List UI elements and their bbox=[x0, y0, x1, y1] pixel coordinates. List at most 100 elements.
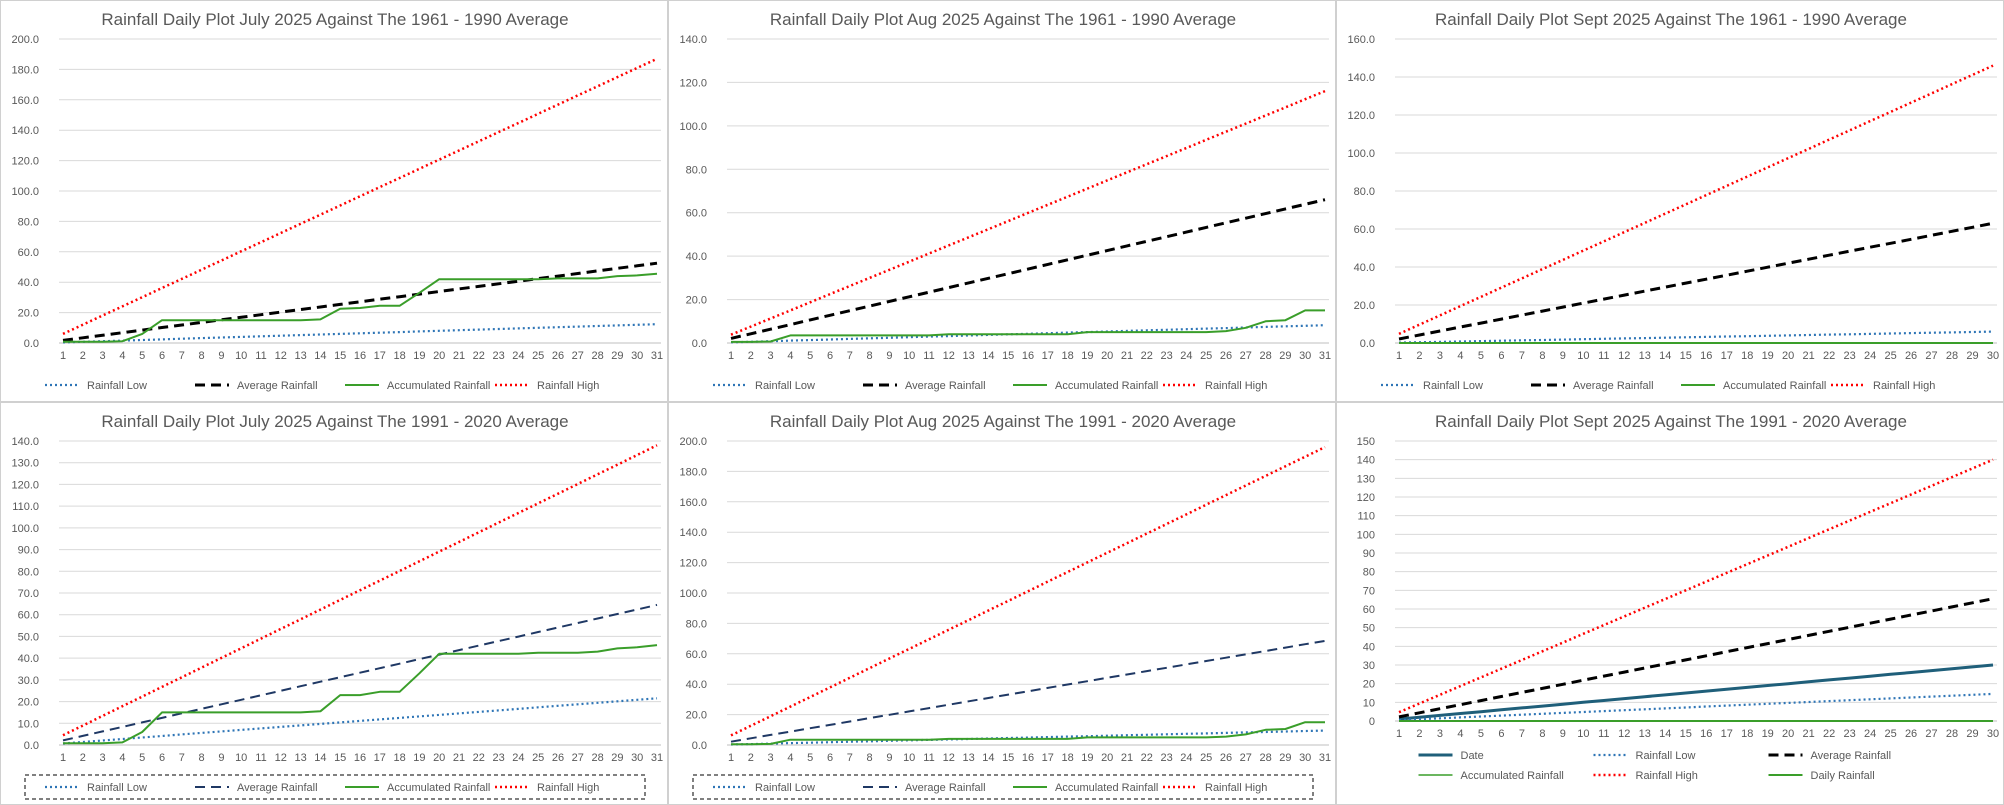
x-tick-label: 5 bbox=[139, 350, 145, 362]
x-tick-label: 25 bbox=[1884, 728, 1896, 740]
x-tick-label: 3 bbox=[100, 350, 106, 362]
y-tick-label: 20.0 bbox=[18, 308, 39, 320]
x-tick-label: 22 bbox=[1823, 350, 1835, 362]
x-tick-label: 15 bbox=[1002, 350, 1014, 362]
x-tick-label: 19 bbox=[413, 752, 425, 764]
y-tick-label: 40.0 bbox=[18, 653, 39, 665]
x-tick-label: 9 bbox=[1560, 728, 1566, 740]
x-tick-label: 17 bbox=[1042, 752, 1054, 764]
x-tick-label: 24 bbox=[512, 350, 524, 362]
x-tick-label: 20 bbox=[1101, 752, 1113, 764]
x-tick-label: 13 bbox=[1639, 728, 1651, 740]
legend-label-accumulated-rainfall: Accumulated Rainfall bbox=[387, 380, 490, 392]
x-tick-label: 11 bbox=[923, 350, 934, 362]
x-tick-label: 30 bbox=[631, 350, 643, 362]
x-tick-label: 25 bbox=[532, 350, 544, 362]
x-tick-label: 31 bbox=[651, 350, 663, 362]
y-tick-label: 160.0 bbox=[679, 497, 707, 509]
chart-panel-sept-1961-1990: Rainfall Daily Plot Sept 2025 Against Th… bbox=[1336, 0, 2004, 402]
x-tick-label: 11 bbox=[255, 752, 266, 764]
legend-label-average-rainfall: Average Rainfall bbox=[237, 782, 318, 794]
x-tick-label: 15 bbox=[334, 350, 346, 362]
y-tick-label: 110 bbox=[1357, 511, 1375, 523]
x-tick-label: 19 bbox=[1081, 752, 1093, 764]
y-tick-label: 20.0 bbox=[1354, 300, 1375, 312]
x-tick-label: 6 bbox=[827, 752, 833, 764]
y-tick-label: 20.0 bbox=[18, 697, 39, 709]
x-tick-label: 13 bbox=[962, 752, 974, 764]
y-tick-label: 100.0 bbox=[11, 523, 39, 535]
x-tick-label: 7 bbox=[847, 752, 853, 764]
x-tick-label: 8 bbox=[867, 350, 873, 362]
x-tick-label: 2 bbox=[1416, 350, 1422, 362]
y-tick-label: 80.0 bbox=[686, 618, 707, 630]
x-tick-label: 19 bbox=[1762, 350, 1774, 362]
x-tick-label: 6 bbox=[159, 350, 165, 362]
x-tick-label: 3 bbox=[100, 752, 106, 764]
x-tick-label: 29 bbox=[1966, 728, 1978, 740]
chart-title: Rainfall Daily Plot Sept 2025 Against Th… bbox=[1435, 10, 1907, 29]
x-tick-label: 22 bbox=[473, 350, 485, 362]
series-line-average-rainfall bbox=[730, 198, 1326, 340]
chart-title: Rainfall Daily Plot Aug 2025 Against The… bbox=[770, 412, 1236, 431]
x-tick-label: 6 bbox=[159, 752, 165, 764]
x-tick-label: 3 bbox=[1437, 350, 1443, 362]
x-tick-label: 22 bbox=[1141, 752, 1153, 764]
series-line-rainfall-low bbox=[62, 323, 658, 344]
x-tick-label: 20 bbox=[1782, 350, 1794, 362]
x-tick-label: 17 bbox=[1721, 728, 1733, 740]
x-tick-label: 4 bbox=[787, 752, 793, 764]
x-tick-label: 1 bbox=[1396, 728, 1402, 740]
x-tick-label: 2 bbox=[748, 752, 754, 764]
x-tick-label: 16 bbox=[1022, 752, 1034, 764]
x-tick-label: 31 bbox=[1319, 752, 1331, 764]
y-tick-label: 180.0 bbox=[11, 64, 39, 76]
legend-label-accumulated-rainfall: Accumulated Rainfall bbox=[1723, 380, 1826, 392]
x-tick-label: 29 bbox=[1279, 350, 1291, 362]
x-tick-label: 22 bbox=[1141, 350, 1153, 362]
x-tick-label: 4 bbox=[1457, 350, 1463, 362]
x-tick-label: 27 bbox=[1240, 752, 1252, 764]
x-tick-label: 21 bbox=[453, 350, 465, 362]
x-tick-label: 28 bbox=[1946, 728, 1958, 740]
x-tick-label: 7 bbox=[1519, 728, 1525, 740]
legend-label-accumulated-rainfall: Accumulated Rainfall bbox=[1055, 380, 1158, 392]
x-tick-label: 27 bbox=[1925, 728, 1937, 740]
y-tick-label: 50 bbox=[1363, 623, 1375, 635]
chart-svg: Rainfall Daily Plot Sept 2025 Against Th… bbox=[1357, 412, 1999, 782]
y-tick-label: 60.0 bbox=[686, 208, 707, 220]
x-tick-label: 25 bbox=[532, 752, 544, 764]
x-tick-label: 3 bbox=[768, 350, 774, 362]
y-tick-label: 30.0 bbox=[18, 675, 39, 687]
legend-label-average-rainfall: Average Rainfall bbox=[237, 380, 318, 392]
y-tick-label: 60.0 bbox=[1354, 224, 1375, 236]
series-line-average-rainfall bbox=[1398, 221, 1994, 341]
y-tick-label: 80 bbox=[1363, 567, 1375, 579]
x-tick-label: 12 bbox=[275, 350, 287, 362]
x-tick-label: 11 bbox=[1598, 728, 1609, 740]
x-tick-label: 30 bbox=[1987, 728, 1999, 740]
y-tick-label: 120.0 bbox=[679, 77, 707, 89]
x-tick-label: 2 bbox=[80, 350, 86, 362]
series-line-average-rainfall bbox=[62, 261, 658, 342]
legend-label-average-rainfall: Average Rainfall bbox=[1811, 750, 1892, 762]
x-tick-label: 28 bbox=[591, 350, 603, 362]
x-tick-label: 15 bbox=[334, 752, 346, 764]
x-tick-label: 4 bbox=[787, 350, 793, 362]
x-tick-label: 30 bbox=[1299, 350, 1311, 362]
y-tick-label: 90.0 bbox=[18, 545, 39, 557]
y-tick-label: 200.0 bbox=[11, 34, 39, 46]
y-tick-label: 0.0 bbox=[24, 338, 39, 350]
x-tick-label: 31 bbox=[651, 752, 663, 764]
y-tick-label: 10 bbox=[1363, 697, 1375, 709]
legend-label-rainfall-low: Rainfall Low bbox=[755, 380, 815, 392]
x-tick-label: 10 bbox=[903, 350, 915, 362]
x-tick-label: 3 bbox=[1437, 728, 1443, 740]
x-tick-label: 21 bbox=[1803, 350, 1815, 362]
series-line-date bbox=[1398, 663, 1994, 721]
x-tick-label: 12 bbox=[943, 752, 955, 764]
y-tick-label: 80.0 bbox=[1354, 186, 1375, 198]
y-tick-label: 100.0 bbox=[11, 186, 39, 198]
series-line-rainfall-low bbox=[730, 324, 1326, 344]
x-tick-label: 11 bbox=[923, 752, 934, 764]
